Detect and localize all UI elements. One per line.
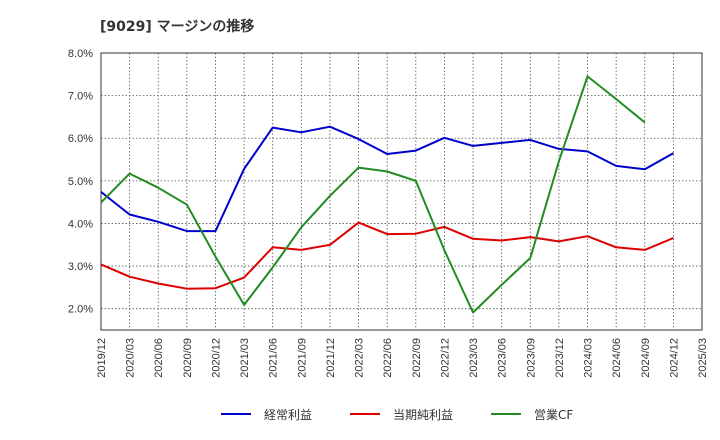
x-tick-label: 2022/06 bbox=[382, 338, 394, 378]
y-axis-tick-labels: 2.0% 3.0% 4.0% 5.0% 6.0% 7.0% 8.0% bbox=[68, 48, 93, 316]
x-tick-label: 2024/09 bbox=[640, 338, 652, 378]
legend-label: 当期純利益 bbox=[393, 408, 453, 422]
x-tick-label: 2022/12 bbox=[439, 338, 451, 378]
x-tick-label: 2020/03 bbox=[125, 338, 137, 378]
legend: 経常利益 当期純利益 営業CF bbox=[221, 408, 573, 422]
y-tick-label: 8.0% bbox=[68, 48, 93, 60]
x-tick-label: 2024/06 bbox=[611, 338, 623, 378]
chart-title: [9029] マージンの推移 bbox=[100, 18, 254, 35]
x-tick-label: 2020/12 bbox=[210, 338, 222, 378]
x-tick-label: 2025/03 bbox=[697, 338, 709, 378]
legend-label: 経常利益 bbox=[264, 408, 312, 422]
x-tick-label: 2023/09 bbox=[525, 338, 537, 378]
x-tick-label: 2024/12 bbox=[668, 338, 680, 378]
x-tick-label: 2023/12 bbox=[554, 338, 566, 378]
y-tick-label: 3.0% bbox=[68, 261, 93, 273]
x-tick-label: 2024/03 bbox=[583, 338, 595, 378]
y-tick-label: 4.0% bbox=[68, 218, 93, 230]
x-axis-tick-labels: 2019/12 2020/03 2020/06 2020/09 2020/12 2021/… bbox=[96, 338, 709, 378]
y-tick-label: 2.0% bbox=[68, 304, 93, 316]
x-tick-label: 2021/12 bbox=[325, 338, 337, 378]
x-tick-label: 2023/06 bbox=[497, 338, 509, 378]
horizontal-gridlines bbox=[101, 95, 702, 310]
x-tick-label: 2020/09 bbox=[182, 338, 194, 378]
x-tick-label: 2021/03 bbox=[239, 338, 251, 378]
series-line-2 bbox=[100, 221, 674, 290]
x-tick-label: 2021/06 bbox=[268, 338, 280, 378]
x-tick-label: 2023/03 bbox=[468, 338, 480, 378]
legend-label: 営業CF bbox=[534, 408, 573, 422]
series-lines bbox=[100, 75, 674, 314]
series-line-1 bbox=[100, 125, 674, 233]
plot-frame bbox=[100, 52, 703, 331]
series-line-3 bbox=[100, 75, 646, 314]
x-tick-label: 2019/12 bbox=[96, 338, 108, 378]
plot-area bbox=[101, 53, 702, 330]
y-tick-label: 5.0% bbox=[68, 176, 93, 188]
x-tick-label: 2022/03 bbox=[354, 338, 366, 378]
x-tick-label: 2022/09 bbox=[411, 338, 423, 378]
y-tick-label: 7.0% bbox=[68, 91, 93, 103]
y-tick-label: 6.0% bbox=[68, 133, 93, 145]
x-tick-label: 2020/06 bbox=[153, 338, 165, 378]
x-tick-label: 2021/09 bbox=[296, 338, 308, 378]
